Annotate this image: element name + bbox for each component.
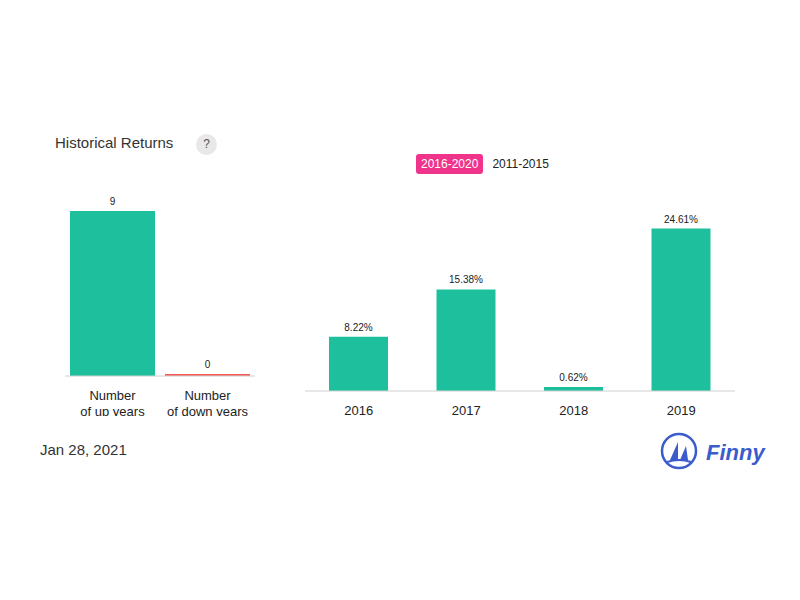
svg-text:Numberof down years: Numberof down years	[167, 388, 248, 416]
svg-text:Finny: Finny	[706, 440, 766, 465]
html-text:Historical Returns: Historical Returns	[55, 134, 174, 151]
html-text:2016-2020: 2016-2020	[421, 157, 479, 171]
svg-text:15.38%: 15.38%	[449, 274, 483, 285]
svg-text:2019: 2019	[667, 403, 696, 418]
svg-text:0: 0	[205, 359, 211, 370]
html-text:Jan 28, 2021: Jan 28, 2021	[40, 441, 127, 458]
svg-text:24.61%: 24.61%	[664, 214, 698, 225]
svg-text:9: 9	[110, 196, 116, 207]
svg-text:8.22%: 8.22%	[344, 322, 372, 333]
svg-text:2018: 2018	[559, 403, 588, 418]
svg-text:2016: 2016	[344, 403, 373, 418]
html-text:2011-2015: 2011-2015	[492, 157, 549, 171]
svg-text:0.62%: 0.62%	[559, 372, 587, 383]
svg-text:2017: 2017	[452, 403, 481, 418]
svg-text:Numberof up years: Numberof up years	[80, 388, 145, 416]
